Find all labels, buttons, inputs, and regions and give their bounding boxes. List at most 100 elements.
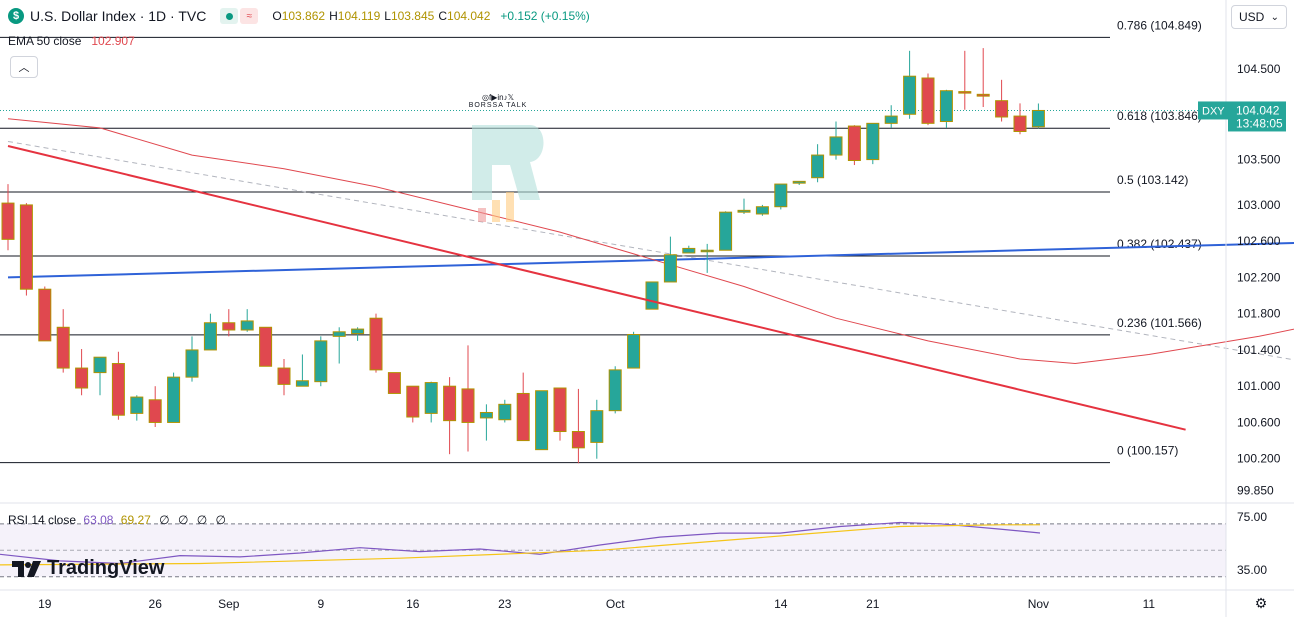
candle-body xyxy=(443,385,457,422)
candle-body xyxy=(295,380,309,387)
fib-level-label: 0.382 (102.437) xyxy=(1117,237,1202,251)
candle-body xyxy=(240,320,254,331)
candle-body xyxy=(976,93,990,97)
tradingview-logo-text: TradingView xyxy=(47,557,165,579)
price-tick-label: 100.200 xyxy=(1237,452,1281,466)
price-pane: 0.786 (104.849) 0.618 (103.846) 0.5 (103.1… xyxy=(0,18,1294,464)
candle-body xyxy=(1013,115,1027,132)
candle-body xyxy=(627,334,641,369)
collapse-legend-button[interactable]: ︿ xyxy=(10,56,38,78)
candle-body xyxy=(866,122,880,161)
price-tick-label: 103.500 xyxy=(1237,153,1281,167)
candle-body xyxy=(1,202,15,240)
candle-body xyxy=(535,390,549,451)
rsi-pane xyxy=(0,521,1226,578)
candle-body xyxy=(663,254,677,283)
fib-level-label: 0.618 (103.846) xyxy=(1117,109,1202,123)
price-tick-label: 101.800 xyxy=(1237,307,1281,321)
ohlc-key: C xyxy=(438,9,448,23)
candle-body xyxy=(424,382,438,414)
candle-body xyxy=(498,403,512,421)
ohlc-value: 103.845 xyxy=(390,9,435,23)
rsi-ma-line xyxy=(0,524,1040,566)
symbol-tag xyxy=(1198,101,1228,120)
candle-body xyxy=(995,100,1009,118)
ema-label: EMA 50 close xyxy=(8,34,82,48)
candle-body xyxy=(516,392,530,442)
price-tick-label: 102.200 xyxy=(1237,270,1281,284)
candle-body xyxy=(19,204,33,290)
candle-body xyxy=(351,328,365,335)
candle-body xyxy=(553,387,567,433)
candle-body xyxy=(111,363,125,416)
candle-body xyxy=(774,183,788,208)
ema-50-line xyxy=(7,118,1294,365)
time-tick-label: 9 xyxy=(317,597,324,611)
tradingview-logo[interactable]: TradingView xyxy=(12,557,164,580)
time-tick-label: 21 xyxy=(866,597,880,611)
candle-body xyxy=(645,281,659,310)
candle-body xyxy=(719,211,733,251)
candle-body xyxy=(737,209,751,213)
rsi-line xyxy=(0,521,1041,565)
candle-body xyxy=(682,247,696,254)
watermark-bar xyxy=(478,208,486,222)
candle-body xyxy=(38,288,52,342)
settings-gear-icon[interactable]: ⚙ xyxy=(1254,594,1268,611)
time-tick-label: 23 xyxy=(498,597,512,611)
rsi-placeholder: ∅ xyxy=(159,513,170,527)
candle-body xyxy=(958,91,972,94)
watermark-logo xyxy=(472,125,544,222)
candle-body xyxy=(461,388,475,423)
price-change: +0.152 (+0.15%) xyxy=(500,9,590,23)
candle-body xyxy=(792,180,806,184)
candle-body xyxy=(608,369,622,412)
candle-body xyxy=(939,90,953,123)
rsi-legend[interactable]: RSI 14 close 63.08 69.27 ∅ ∅ ∅ ∅ xyxy=(8,513,226,527)
candle-body xyxy=(167,376,181,423)
market-open-icon xyxy=(220,8,239,24)
currency-dropdown[interactable]: USD ⌄ xyxy=(1231,5,1287,29)
symbol-title[interactable]: U.S. Dollar Index · 1D · TVC xyxy=(30,8,207,24)
watermark: ◎f▶in♪𝕏 BORSSA TALK xyxy=(458,93,538,109)
fib-level-label: 0.786 (104.849) xyxy=(1117,18,1202,32)
symbol-legend: $ U.S. Dollar Index · 1D · TVC ≈ O103.86… xyxy=(8,8,590,24)
time-tick-label: Oct xyxy=(606,597,625,611)
time-tick-label: 26 xyxy=(149,597,163,611)
price-tick-label: 101.000 xyxy=(1237,379,1281,393)
candle-body xyxy=(590,410,604,443)
rsi-label: RSI 14 close xyxy=(8,513,77,527)
candle-body xyxy=(332,331,346,337)
delayed-data-icon: ≈ xyxy=(240,8,259,24)
symbol-logo-icon[interactable]: $ xyxy=(8,8,24,24)
rsi-tick-label: 35.00 xyxy=(1237,563,1267,577)
rsi-ma-value: 69.27 xyxy=(120,513,151,527)
rsi-placeholder: ∅ xyxy=(196,513,208,527)
candle-body xyxy=(314,340,328,383)
time-tick-label: 14 xyxy=(774,597,788,611)
ohlc-value: 104.119 xyxy=(337,9,381,23)
candle-body xyxy=(259,326,273,367)
ema-value: 102.907 xyxy=(91,34,135,48)
ohlc-value: 103.862 xyxy=(281,9,326,23)
candle-body xyxy=(185,349,199,378)
ohlc-key: L xyxy=(384,9,391,23)
market-status-pill[interactable]: ≈ xyxy=(220,8,259,24)
time-tick-label: 19 xyxy=(38,597,52,611)
support-trend-line xyxy=(7,241,1294,279)
candle-body xyxy=(847,125,861,161)
symbol-tag-text: DXY xyxy=(1202,105,1225,117)
candle-body xyxy=(921,77,935,124)
ema-legend[interactable]: EMA 50 close 102.907 xyxy=(8,34,135,48)
candle-body xyxy=(406,385,420,418)
price-tick-label: 101.400 xyxy=(1237,343,1281,357)
watermark-text: BORSSA TALK xyxy=(468,102,528,109)
candle-body xyxy=(829,136,843,156)
price-tick-label: 99.850 xyxy=(1237,483,1274,497)
social-icons: ◎f▶in♪𝕏 xyxy=(481,93,515,102)
downtrend-line xyxy=(7,145,1186,431)
last-price-tag xyxy=(1228,101,1286,132)
time-tick-label: Nov xyxy=(1028,597,1049,611)
